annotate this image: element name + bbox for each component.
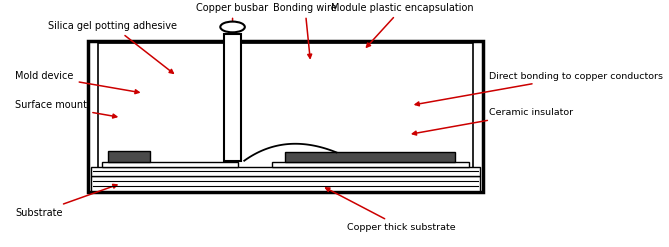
Bar [108, 151, 150, 162]
Text: Direct bonding to copper conductors: Direct bonding to copper conductors [415, 72, 663, 106]
Circle shape [220, 21, 245, 32]
Text: Surface mount: Surface mount [15, 100, 116, 118]
Bar [286, 152, 456, 162]
Bar [98, 43, 473, 189]
Bar [88, 41, 483, 192]
Bar [102, 162, 238, 167]
Text: Module plastic encapsulation: Module plastic encapsulation [331, 3, 474, 47]
Text: Bonding wire: Bonding wire [273, 3, 337, 58]
Bar [90, 167, 480, 176]
Text: Copper thick substrate: Copper thick substrate [326, 188, 456, 232]
Text: Copper busbar: Copper busbar [197, 3, 269, 26]
Bar [90, 176, 480, 191]
Text: Substrate: Substrate [15, 184, 117, 218]
Text: Ceramic insulator: Ceramic insulator [413, 108, 573, 135]
Text: Silica gel potting adhesive: Silica gel potting adhesive [48, 21, 177, 73]
Bar [272, 162, 469, 167]
Bar [223, 34, 242, 161]
Text: Mold device: Mold device [15, 71, 139, 94]
